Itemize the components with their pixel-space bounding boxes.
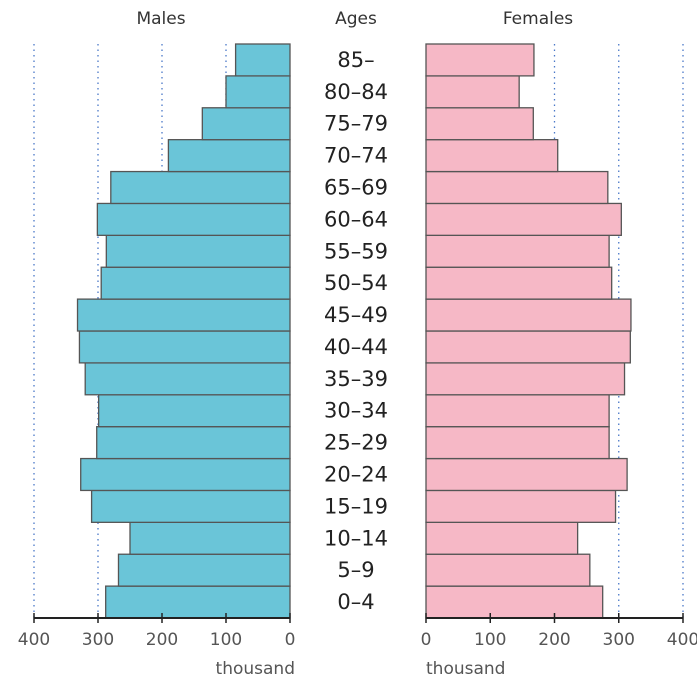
female-bar-13 <box>425 170 609 205</box>
male-bar-16 <box>225 75 291 109</box>
female-bar-6 <box>425 394 610 428</box>
male-bar-10 <box>100 266 291 300</box>
female-tick-label-300: 300 <box>603 630 635 650</box>
male-bar-12 <box>96 202 291 236</box>
male-tick-label-200: 200 <box>146 630 178 650</box>
male-bar-17 <box>234 43 291 77</box>
axes <box>33 613 684 623</box>
labels: Males Ages Females thousand thousand 0–4… <box>18 9 697 679</box>
female-bar-11 <box>425 234 610 268</box>
age-label-1: 5–9 <box>337 558 374 582</box>
age-label-15: 75–79 <box>324 112 388 136</box>
age-label-12: 60–64 <box>324 207 388 231</box>
bars <box>76 43 632 619</box>
male-bar-14 <box>167 139 291 173</box>
female-bar-16 <box>425 75 520 109</box>
female-tick-label-100: 100 <box>474 630 506 650</box>
male-tick-label-100: 100 <box>210 630 242 650</box>
female-bar-12 <box>425 202 622 236</box>
male-bar-8 <box>78 330 291 364</box>
male-bar-11 <box>105 234 291 268</box>
age-label-14: 70–74 <box>324 144 388 168</box>
female-tick-label-200: 200 <box>538 630 570 650</box>
female-bar-10 <box>425 266 613 300</box>
male-tick-label-300: 300 <box>82 630 114 650</box>
male-bar-0 <box>105 585 291 619</box>
male-tick-label-400: 400 <box>18 630 50 650</box>
male-bar-15 <box>201 107 291 141</box>
male-bar-4 <box>80 457 291 492</box>
female-bar-1 <box>425 553 591 587</box>
age-label-16: 80–84 <box>324 80 388 104</box>
female-bar-2 <box>425 521 579 555</box>
age-label-7: 35–39 <box>324 367 388 391</box>
male-tick-label-0: 0 <box>285 630 296 650</box>
male-bar-7 <box>84 362 291 396</box>
female-tick-label-0: 0 <box>421 630 432 650</box>
males-header: Males <box>136 9 185 29</box>
female-bar-0 <box>425 585 604 619</box>
male-bar-9 <box>76 298 291 332</box>
female-tick-label-400: 400 <box>667 630 697 650</box>
age-label-9: 45–49 <box>324 303 388 327</box>
male-bar-2 <box>129 521 291 555</box>
age-label-11: 55–59 <box>324 239 388 263</box>
male-bar-3 <box>90 489 291 523</box>
age-label-13: 65–69 <box>324 176 388 200</box>
female-bar-4 <box>425 457 628 492</box>
age-label-17: 85– <box>337 48 374 72</box>
age-label-0: 0–4 <box>337 590 374 614</box>
female-bar-14 <box>425 139 559 173</box>
age-label-2: 10–14 <box>324 526 388 550</box>
female-bar-17 <box>425 43 535 77</box>
ages-header: Ages <box>335 9 377 29</box>
male-bar-1 <box>117 553 291 587</box>
age-label-8: 40–44 <box>324 335 388 359</box>
female-bar-3 <box>425 489 617 523</box>
age-label-3: 15–19 <box>324 494 388 518</box>
age-label-4: 20–24 <box>324 463 388 487</box>
males-unit-label: thousand <box>216 659 295 679</box>
female-bar-9 <box>425 298 632 332</box>
female-bar-8 <box>425 330 631 364</box>
male-bar-13 <box>110 170 291 205</box>
age-label-5: 25–29 <box>324 431 388 455</box>
male-bar-5 <box>96 426 291 460</box>
female-bar-7 <box>425 362 626 396</box>
male-bar-6 <box>97 394 291 428</box>
female-bar-15 <box>425 107 534 141</box>
age-label-6: 30–34 <box>324 399 388 423</box>
females-header: Females <box>503 9 573 29</box>
female-bar-5 <box>425 426 610 460</box>
age-label-10: 50–54 <box>324 271 388 295</box>
females-unit-label: thousand <box>426 659 505 679</box>
